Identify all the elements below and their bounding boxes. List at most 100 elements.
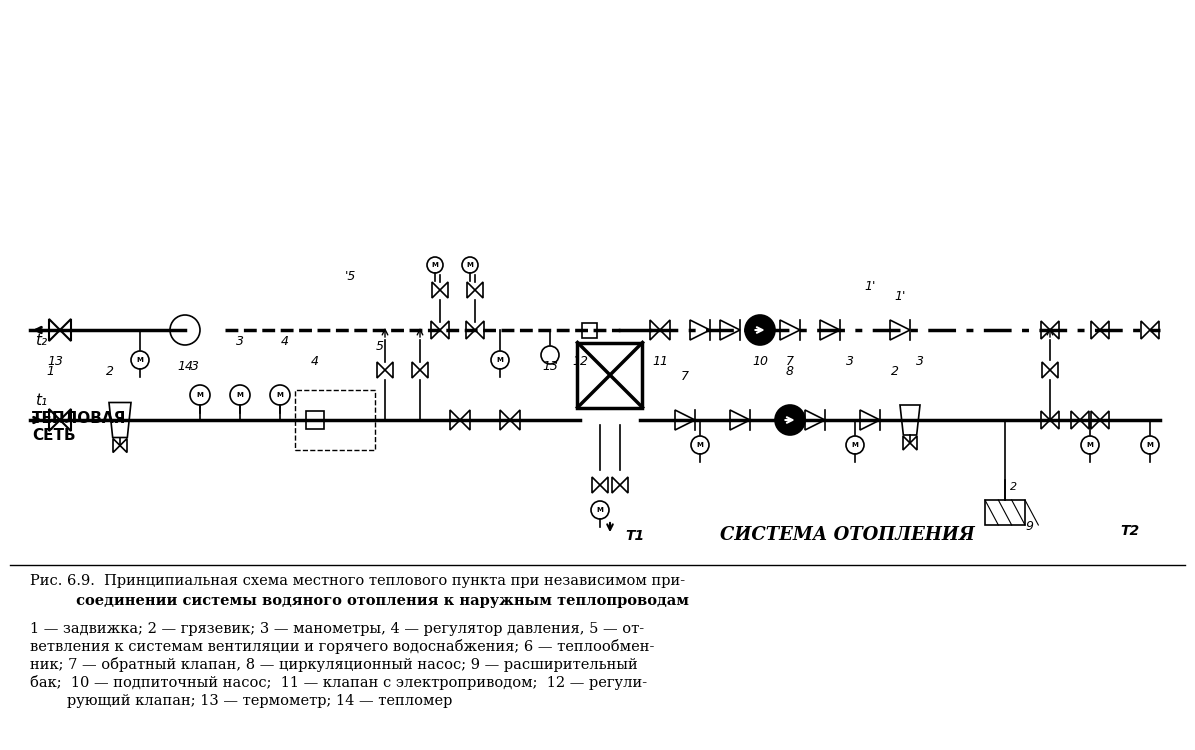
Text: M: M [852, 442, 858, 448]
Text: 11: 11 [652, 355, 668, 368]
Polygon shape [474, 282, 483, 298]
Text: M: M [596, 507, 603, 513]
Text: '5: '5 [344, 270, 356, 283]
Polygon shape [385, 362, 393, 378]
Polygon shape [612, 477, 620, 493]
Text: 7: 7 [786, 355, 793, 368]
Text: M: M [497, 357, 503, 363]
Polygon shape [1050, 362, 1058, 378]
Polygon shape [474, 321, 484, 339]
Polygon shape [1050, 411, 1059, 429]
Text: 13: 13 [47, 355, 63, 368]
Text: t₁: t₁ [35, 393, 47, 408]
Text: 7: 7 [681, 370, 690, 383]
Text: M: M [1146, 442, 1153, 448]
Text: M: M [136, 357, 143, 363]
Text: T2: T2 [1120, 524, 1139, 538]
Text: 4: 4 [281, 335, 289, 348]
Polygon shape [376, 362, 385, 378]
Polygon shape [660, 320, 670, 340]
Text: Рис. 6.9.  Принципиальная схема местного теплового пункта при независимом при-: Рис. 6.9. Принципиальная схема местного … [30, 574, 685, 588]
Bar [577, 343, 643, 407]
Text: 2: 2 [891, 365, 899, 378]
Polygon shape [1101, 321, 1109, 339]
Polygon shape [1091, 411, 1101, 429]
Polygon shape [431, 321, 440, 339]
Polygon shape [1042, 362, 1050, 378]
Text: M: M [196, 392, 203, 398]
Polygon shape [440, 282, 448, 298]
Text: 5: 5 [376, 340, 384, 353]
Text: M: M [276, 392, 283, 398]
Polygon shape [650, 320, 660, 340]
Polygon shape [440, 321, 449, 339]
Polygon shape [1080, 411, 1089, 429]
Polygon shape [592, 477, 600, 493]
Text: 1 — задвижка; 2 — грязевик; 3 — манометры, 4 — регулятор давления, 5 — от-: 1 — задвижка; 2 — грязевик; 3 — манометр… [30, 622, 644, 636]
Text: ник; 7 — обратный клапан, 8 — циркуляционный насос; 9 — расширительный: ник; 7 — обратный клапан, 8 — циркуляцио… [30, 657, 638, 672]
Text: M: M [466, 262, 473, 268]
Circle shape [744, 315, 776, 345]
Text: соединении системы водяного отопления к наружным теплопроводам: соединении системы водяного отопления к … [30, 594, 690, 608]
Polygon shape [412, 362, 419, 378]
Polygon shape [1041, 411, 1050, 429]
Bar [295, 390, 375, 450]
Polygon shape [460, 410, 470, 430]
Text: 14: 14 [177, 360, 194, 373]
Text: ТЕПЛОВАЯ
СЕТЬ: ТЕПЛОВАЯ СЕТЬ [32, 410, 127, 443]
Polygon shape [1091, 321, 1101, 339]
Polygon shape [433, 282, 440, 298]
Polygon shape [60, 409, 71, 431]
Polygon shape [114, 439, 120, 452]
Polygon shape [620, 477, 629, 493]
Text: 1: 1 [45, 365, 54, 378]
Polygon shape [1101, 411, 1109, 429]
Polygon shape [1150, 321, 1159, 339]
Text: 10: 10 [752, 355, 768, 368]
Polygon shape [419, 362, 428, 378]
Text: 2: 2 [106, 365, 114, 378]
Polygon shape [120, 439, 127, 452]
Text: 8: 8 [786, 365, 793, 378]
Text: 3: 3 [191, 360, 200, 373]
Bar [306, 411, 324, 429]
Text: M: M [431, 262, 439, 268]
Bar [582, 322, 598, 338]
Text: 3: 3 [917, 355, 924, 368]
Text: M: M [697, 442, 704, 448]
Polygon shape [500, 410, 510, 430]
Polygon shape [1050, 321, 1059, 339]
Polygon shape [600, 477, 608, 493]
Text: 1': 1' [864, 280, 876, 293]
Text: 9: 9 [1025, 520, 1032, 533]
Polygon shape [467, 282, 474, 298]
Text: 12: 12 [572, 355, 588, 368]
Polygon shape [451, 410, 460, 430]
Text: M: M [237, 392, 244, 398]
Text: T1: T1 [625, 529, 644, 543]
Polygon shape [1141, 321, 1150, 339]
Text: ветвления к системам вентиляции и горячего водоснабжения; 6 — теплообмен-: ветвления к системам вентиляции и горяче… [30, 639, 655, 654]
Text: 1': 1' [894, 290, 906, 303]
Bar [985, 500, 1025, 525]
Polygon shape [911, 436, 917, 450]
Polygon shape [49, 409, 60, 431]
Text: рующий клапан; 13 — термометр; 14 — тепломер: рующий клапан; 13 — термометр; 14 — тепл… [30, 694, 453, 708]
Text: СИСТЕМА ОТОПЛЕНИЯ: СИСТЕМА ОТОПЛЕНИЯ [721, 526, 975, 544]
Text: t₂: t₂ [35, 333, 47, 348]
Text: 13: 13 [543, 360, 558, 373]
Circle shape [776, 405, 805, 435]
Text: M: M [1086, 442, 1093, 448]
Polygon shape [49, 319, 60, 341]
Polygon shape [510, 410, 520, 430]
Text: бак;  10 — подпиточный насос;  11 — клапан с электроприводом;  12 — регули-: бак; 10 — подпиточный насос; 11 — клапан… [30, 675, 648, 690]
Polygon shape [60, 319, 71, 341]
Text: 3: 3 [846, 355, 854, 368]
Polygon shape [903, 436, 911, 450]
Polygon shape [466, 321, 474, 339]
Text: 3: 3 [235, 335, 244, 348]
Polygon shape [1041, 321, 1050, 339]
Text: 2: 2 [1010, 482, 1017, 492]
Polygon shape [1071, 411, 1080, 429]
Text: 4: 4 [311, 355, 319, 368]
